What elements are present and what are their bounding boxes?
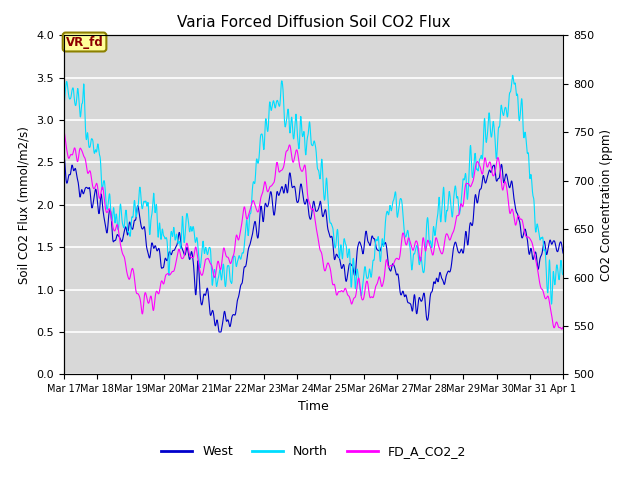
Legend: West, North, FD_A_CO2_2: West, North, FD_A_CO2_2	[156, 440, 471, 463]
Y-axis label: Soil CO2 Flux (mmol/m2/s): Soil CO2 Flux (mmol/m2/s)	[18, 126, 31, 284]
X-axis label: Time: Time	[298, 400, 329, 413]
Text: VR_fd: VR_fd	[66, 36, 104, 48]
Y-axis label: CO2 Concentration (ppm): CO2 Concentration (ppm)	[600, 129, 612, 281]
Title: Varia Forced Diffusion Soil CO2 Flux: Varia Forced Diffusion Soil CO2 Flux	[177, 15, 451, 30]
